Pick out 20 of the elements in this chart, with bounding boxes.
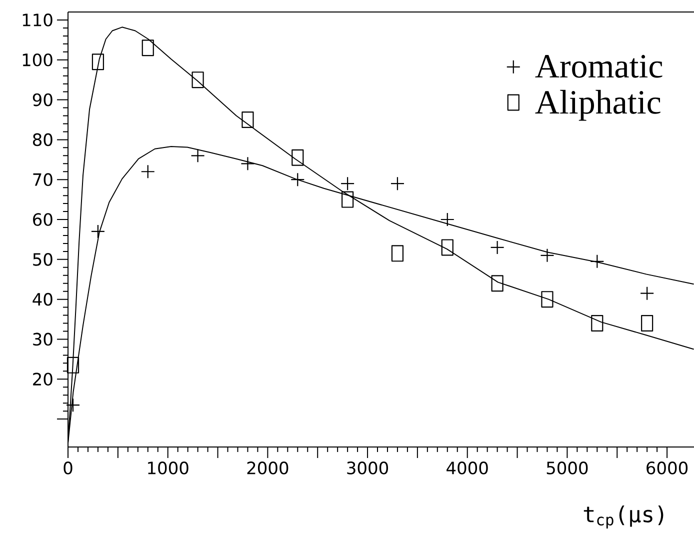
y-tick-label: 40 — [32, 292, 52, 306]
legend-label: Aromatic — [535, 54, 662, 78]
y-tick-label: 100 — [22, 53, 52, 66]
y-tick-label: 30 — [33, 332, 52, 346]
x-tick-label: 4000 — [446, 462, 488, 474]
x-tick-label: 5000 — [546, 462, 588, 474]
legend-label: Aliphatic — [535, 90, 660, 121]
x-tick-label: 1000 — [148, 462, 188, 474]
y-tick-label: 60 — [33, 213, 52, 226]
x-tick-label: 6000 — [646, 462, 688, 474]
y-tick-label: 20 — [33, 372, 52, 386]
y-tick-label: 50 — [33, 252, 52, 266]
y-tick-label: 80 — [33, 133, 52, 146]
y-tick-label: 90 — [32, 93, 52, 106]
x-axis-title: t$_{cp}$(μs) — [584, 505, 664, 528]
x-tick-label: 3000 — [347, 462, 388, 474]
y-tick-label: 70 — [33, 173, 52, 186]
x-tick-label: 0 — [64, 462, 72, 474]
x-tick-label: 2000 — [247, 462, 288, 474]
y-tick-label: 110 — [22, 14, 52, 26]
